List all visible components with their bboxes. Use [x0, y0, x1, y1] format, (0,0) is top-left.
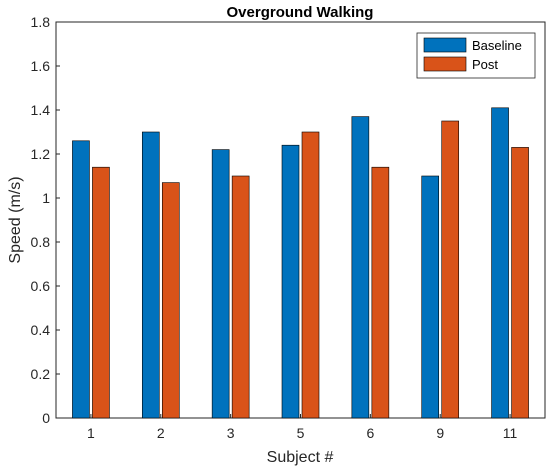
x-tick-label-6: 6 — [366, 425, 374, 441]
y-axis-label: Speed (m/s) — [7, 176, 24, 263]
bar-baseline-6 — [351, 116, 370, 419]
x-axis-label: Subject # — [267, 449, 334, 466]
plot-area — [55, 21, 546, 419]
y-tick-label-5: 1 — [42, 190, 50, 206]
y-tick-label-4: 0.8 — [31, 234, 51, 250]
bar-post-11 — [511, 147, 529, 419]
legend-label-baseline: Baseline — [472, 38, 522, 53]
x-tick-label-5: 5 — [297, 425, 305, 441]
x-tick-label-2: 2 — [157, 425, 165, 441]
x-tick-label-1: 1 — [87, 425, 95, 441]
bars-layer — [72, 107, 529, 419]
bar-baseline-11 — [491, 107, 509, 419]
bar-post-1 — [92, 166, 110, 419]
bar-baseline-3 — [211, 149, 230, 419]
legend: Baseline Post — [416, 32, 536, 79]
bar-post-5 — [301, 131, 320, 419]
x-tick-label-9: 9 — [436, 425, 444, 441]
x-tick-label-11: 11 — [503, 425, 518, 441]
bar-baseline-2 — [141, 131, 160, 419]
bar-baseline-9 — [421, 175, 440, 419]
ticks-layer: 1 2 3 5 6 9 11 0 0.2 0.4 0.6 0.8 1 1.2 1.4 1.6 1.8 — [31, 14, 518, 441]
y-tick-label-3: 0.6 — [31, 278, 51, 294]
bar-post-2 — [161, 182, 180, 419]
y-tick-label-0: 0 — [42, 410, 50, 426]
bar-post-6 — [371, 166, 390, 419]
chart-title: Overground Walking — [227, 4, 374, 21]
bar-baseline-5 — [281, 144, 300, 419]
legend-swatch-post — [423, 56, 467, 72]
y-tick-label-2: 0.4 — [31, 322, 51, 338]
bar-baseline-1 — [72, 140, 90, 419]
legend-label-post: Post — [472, 57, 498, 72]
y-tick-label-6: 1.2 — [31, 146, 51, 162]
legend-swatch-baseline — [423, 37, 467, 53]
y-tick-label-7: 1.4 — [31, 102, 51, 118]
y-tick-label-8: 1.6 — [31, 58, 51, 74]
x-tick-label-3: 3 — [227, 425, 235, 441]
bar-post-9 — [441, 120, 460, 419]
bar-post-3 — [231, 175, 250, 419]
y-tick-label-9: 1.8 — [31, 14, 51, 30]
y-tick-label-1: 0.2 — [31, 366, 51, 382]
